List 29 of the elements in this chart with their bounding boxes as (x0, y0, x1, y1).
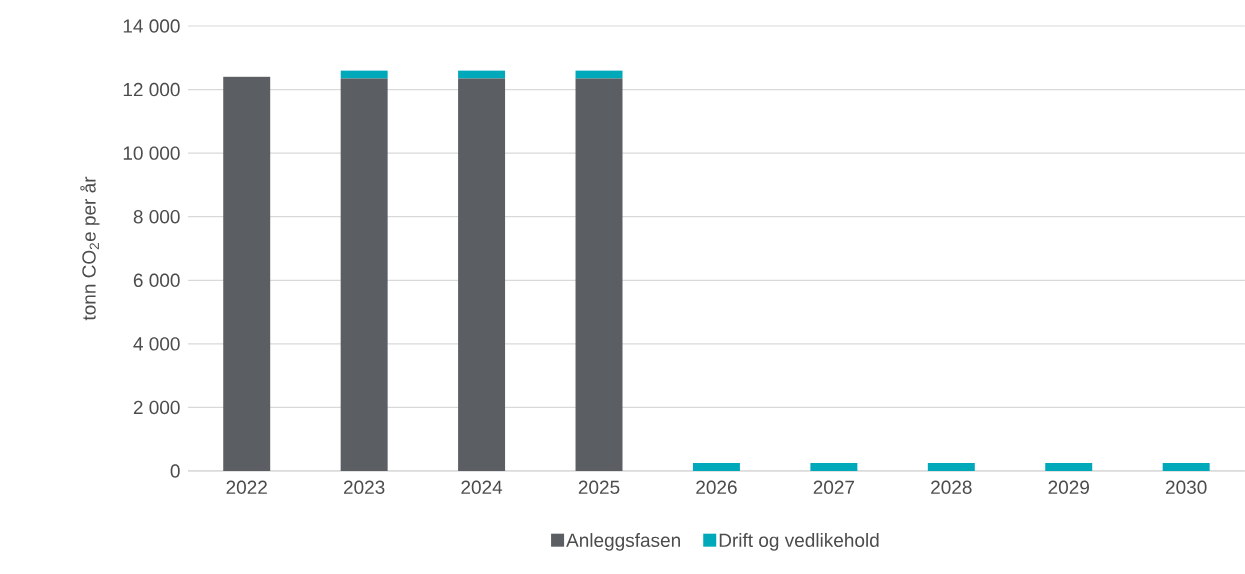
x-tick-label: 2023 (343, 480, 385, 494)
legend-label: Anleggsfasen (566, 533, 680, 551)
y-tick-label: 14 000 (123, 19, 180, 33)
bar (1162, 463, 1210, 471)
legend-label: Drift og vedlikehold (719, 533, 879, 551)
x-tick-label: 2025 (578, 480, 620, 494)
x-tick-label: 2027 (813, 480, 855, 494)
x-tick-label: 2026 (696, 480, 737, 494)
bar (927, 463, 975, 471)
bar (223, 76, 271, 471)
bar (810, 463, 858, 471)
y-tick-label: 12 000 (123, 82, 180, 97)
x-tick-label: 2030 (1166, 480, 1207, 494)
y-tick-label: 10 000 (123, 146, 180, 160)
bar (575, 78, 623, 471)
x-tick-label: 2022 (226, 480, 267, 494)
x-tick-label: 2024 (461, 480, 503, 494)
y-axis-title: tonn CO$_{2}$e per år (80, 176, 100, 321)
y-tick-label: 2 000 (133, 400, 180, 415)
y-tick-label: 0 (170, 464, 180, 478)
y-tick-label: 6 000 (133, 273, 180, 288)
y-tick-label: 8 000 (133, 209, 180, 224)
x-tick-label: 2029 (1048, 480, 1089, 494)
bar (692, 463, 740, 471)
bar (1045, 463, 1093, 471)
y-tick-label: 4 000 (133, 337, 180, 351)
bar (340, 78, 388, 471)
x-tick-label: 2028 (931, 480, 972, 494)
bar (458, 78, 506, 471)
